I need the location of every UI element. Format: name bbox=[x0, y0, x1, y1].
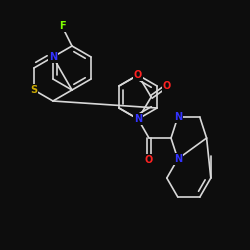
Text: O: O bbox=[134, 70, 142, 80]
Text: N: N bbox=[49, 52, 57, 62]
Text: N: N bbox=[134, 114, 142, 124]
Text: O: O bbox=[145, 155, 153, 165]
Text: F: F bbox=[59, 21, 65, 31]
Text: O: O bbox=[162, 81, 171, 91]
Text: N: N bbox=[174, 112, 182, 122]
Text: S: S bbox=[30, 85, 38, 95]
Text: N: N bbox=[174, 154, 182, 164]
